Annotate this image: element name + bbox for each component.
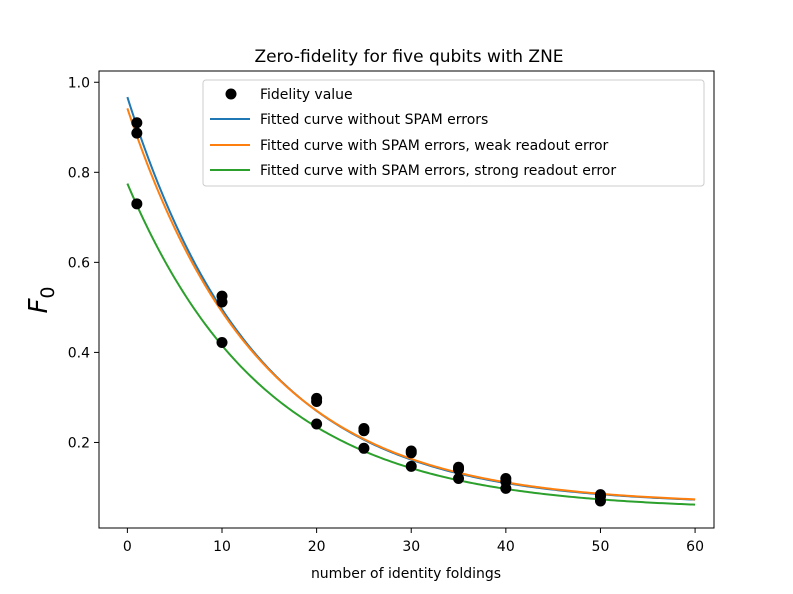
x-tick-label: 10 — [213, 539, 231, 555]
chart-title: Zero-fidelity for five qubits with ZNE — [254, 47, 563, 67]
y-tick-label: 1.0 — [68, 75, 90, 91]
fidelity-point — [216, 296, 228, 308]
fidelity-point — [358, 425, 370, 437]
x-tick-label: 0 — [123, 539, 132, 555]
x-tick-label: 20 — [308, 539, 326, 555]
fidelity-point — [453, 463, 465, 475]
y-tick-label: 0.8 — [68, 165, 90, 181]
fidelity-point — [131, 198, 143, 210]
y-tick-label: 0.6 — [68, 255, 90, 271]
data-points — [131, 117, 606, 507]
legend-label-no-spam: Fitted curve without SPAM errors — [260, 112, 488, 128]
y-axis-label-subscript: 0 — [37, 286, 59, 298]
legend-label-fidelity: Fidelity value — [260, 87, 353, 103]
fidelity-point — [131, 117, 143, 129]
fidelity-point — [131, 127, 143, 139]
fidelity-point — [311, 418, 323, 430]
fidelity-point — [405, 460, 417, 472]
fidelity-point — [453, 472, 465, 484]
legend-box — [202, 79, 705, 187]
plot-area-frame — [98, 70, 715, 529]
legend-marker-fidelity — [225, 88, 237, 100]
y-axis-label-main: F — [24, 298, 54, 314]
x-tick-label: 30 — [402, 539, 420, 555]
y-axis-label: F0 — [24, 286, 59, 313]
y-axis-ticks: 0.2 0.4 0.6 0.8 1.0 — [68, 75, 99, 451]
legend-label-weak-readout: Fitted curve with SPAM errors, weak read… — [260, 138, 609, 154]
fidelity-point — [594, 495, 606, 507]
x-axis-label: number of identity foldings — [311, 566, 501, 582]
y-tick-label: 0.4 — [68, 345, 90, 361]
fidelity-point — [358, 442, 370, 454]
x-tick-label: 60 — [686, 539, 704, 555]
svg-text:F0: F0 — [24, 286, 59, 313]
legend-label-strong-readout: Fitted curve with SPAM errors, strong re… — [260, 163, 616, 179]
x-axis-ticks: 0 10 20 30 40 50 60 — [123, 528, 704, 555]
fidelity-point — [405, 447, 417, 459]
y-tick-label: 0.2 — [68, 435, 90, 451]
x-tick-label: 50 — [592, 539, 610, 555]
fidelity-point — [311, 395, 323, 407]
legend: Fidelity value Fitted curve without SPAM… — [202, 79, 705, 187]
fidelity-point — [500, 482, 512, 494]
fidelity-point — [216, 336, 228, 348]
x-tick-label: 40 — [497, 539, 515, 555]
